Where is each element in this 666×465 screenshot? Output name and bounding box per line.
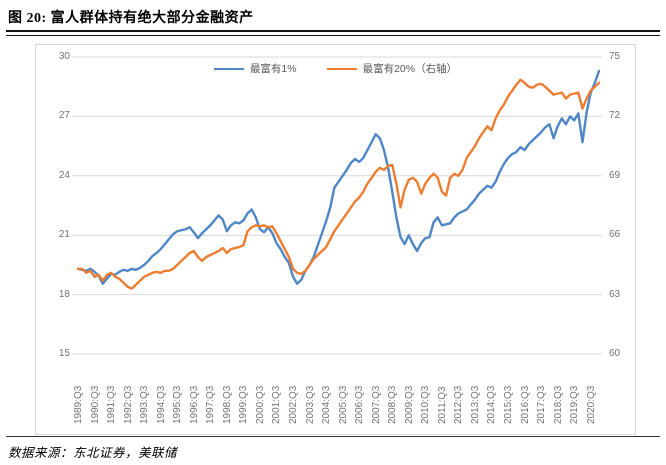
x-axis-label: 2011:Q3 bbox=[436, 386, 448, 424]
y-axis-right-label: 63 bbox=[609, 288, 621, 300]
x-axis-label: 2013:Q3 bbox=[469, 385, 481, 424]
y-axis-left-label: 30 bbox=[58, 51, 70, 62]
wealth-share-chart: 最富有1% 最富有20%（右轴） 30 27 24 21 18 15 75 72 69 66 63 6… bbox=[35, 44, 636, 435]
y-axis-right-label: 66 bbox=[609, 229, 621, 241]
x-axis-label: 2008:Q3 bbox=[387, 385, 399, 424]
y-axis-left-label: 24 bbox=[58, 169, 70, 181]
x-axis-label: 2014:Q3 bbox=[486, 385, 498, 424]
x-axis-label: 1996:Q3 bbox=[188, 385, 200, 424]
x-axis-label: 2019:Q3 bbox=[569, 385, 581, 424]
x-axis-label: 1990:Q3 bbox=[89, 385, 101, 424]
x-axis-label: 2000:Q3 bbox=[254, 385, 266, 424]
x-axis-label: 2001:Q3 bbox=[271, 385, 283, 424]
x-axis-label: 2002:Q3 bbox=[288, 385, 300, 424]
legend-line-swatch-orange bbox=[326, 67, 357, 70]
x-axis-label: 1994:Q3 bbox=[155, 385, 167, 424]
x-axis-label: 2006:Q3 bbox=[354, 385, 366, 424]
x-axis-label: 2005:Q3 bbox=[337, 385, 349, 424]
x-axis-label: 2012:Q3 bbox=[453, 385, 465, 424]
y-axis-left-label: 15 bbox=[58, 348, 70, 359]
x-axis-label: 1997:Q3 bbox=[205, 385, 217, 424]
legend-label: 最富有20%（右轴） bbox=[362, 63, 458, 75]
y-axis-right-label: 72 bbox=[609, 110, 621, 122]
x-axis-label: 2020:Q3 bbox=[585, 385, 597, 424]
x-axis-label: 1998:Q3 bbox=[221, 385, 233, 424]
x-axis-label: 2010:Q3 bbox=[420, 385, 432, 424]
y-axis-left-label: 27 bbox=[58, 110, 70, 122]
x-axis-label: 2016:Q3 bbox=[519, 385, 531, 424]
legend-item-top1: 最富有1% bbox=[213, 61, 297, 76]
plot-area bbox=[72, 56, 602, 355]
title-rule bbox=[6, 30, 660, 36]
legend-label: 最富有1% bbox=[249, 63, 297, 75]
chart-legend: 最富有1% 最富有20%（右轴） bbox=[36, 61, 635, 76]
x-axis-label: 2004:Q3 bbox=[321, 385, 333, 424]
x-axis-label: 1999:Q3 bbox=[238, 385, 250, 424]
legend-item-top20: 最富有20%（右轴） bbox=[326, 61, 458, 76]
x-axis-label: 2015:Q3 bbox=[503, 385, 515, 424]
data-source: 数据来源：东北证券，美联储 bbox=[8, 446, 178, 460]
x-axis-label: 1991:Q3 bbox=[106, 385, 118, 424]
x-axis-label: 2018:Q3 bbox=[552, 385, 564, 424]
y-axis-right-label: 69 bbox=[609, 169, 621, 181]
y-axis-right-label: 75 bbox=[609, 51, 621, 62]
x-axis-label: 1995:Q3 bbox=[172, 385, 184, 424]
y-axis-right-label: 60 bbox=[609, 348, 621, 359]
x-axis-label: 1989:Q3 bbox=[73, 385, 84, 424]
legend-line-swatch-blue bbox=[213, 67, 244, 70]
footer-rule bbox=[6, 436, 660, 437]
y-axis-left-label: 21 bbox=[58, 229, 70, 241]
x-axis-label: 2017:Q3 bbox=[536, 385, 548, 424]
x-axis-label: 1993:Q3 bbox=[139, 385, 151, 424]
x-axis-label: 2003:Q3 bbox=[304, 385, 316, 424]
series-line-top20 bbox=[76, 78, 601, 290]
series-line-top1 bbox=[76, 69, 601, 285]
y-axis-left-label: 18 bbox=[58, 288, 70, 300]
x-axis-label: 2009:Q3 bbox=[403, 385, 415, 424]
figure-title: 图 20: 富人群体持有绝大部分金融资产 bbox=[8, 11, 254, 26]
x-axis-label: 1992:Q3 bbox=[122, 385, 134, 424]
x-axis-label: 2007:Q3 bbox=[370, 385, 382, 424]
